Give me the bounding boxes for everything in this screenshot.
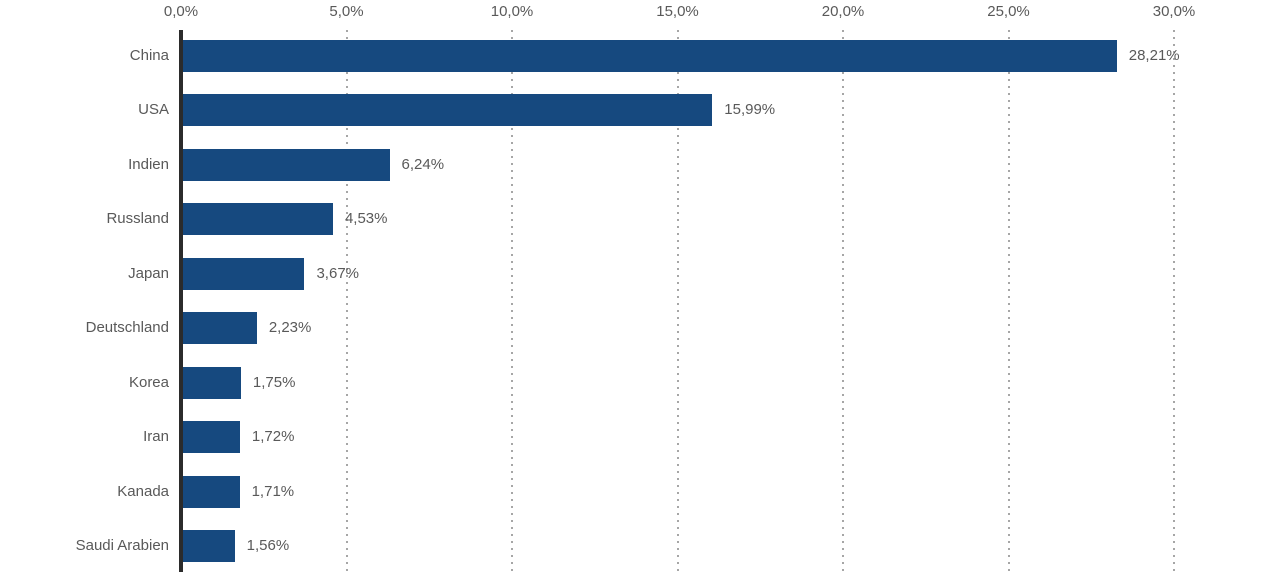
category-label: USA <box>138 101 169 119</box>
x-axis-tick-label: 30,0% <box>1152 3 1196 20</box>
category-label: Saudi Arabien <box>75 537 169 555</box>
x-axis-tick-label: 25,0% <box>987 3 1030 20</box>
category-label: Iran <box>143 428 169 446</box>
bar-value-label: 1,75% <box>252 373 296 391</box>
gridline <box>1007 30 1010 576</box>
category-label: Deutschland <box>85 319 169 337</box>
bar-value-label: 28,21% <box>1128 47 1180 64</box>
bar-value-label: 4,53% <box>344 210 388 228</box>
bar-value-label: 2,23% <box>268 319 312 337</box>
category-label: Japan <box>128 264 169 282</box>
bar-value-label: 6,24% <box>401 155 445 173</box>
bar <box>183 421 240 454</box>
bar <box>183 203 333 236</box>
category-label: China <box>129 47 169 64</box>
bar-value-label: 1,72% <box>251 428 295 446</box>
bar <box>183 312 257 345</box>
x-axis-tick-label: 10,0% <box>490 3 534 20</box>
bar <box>183 94 713 127</box>
bar-value-label: 15,99% <box>724 101 776 119</box>
category-label: Russland <box>106 210 169 228</box>
x-axis-tick-label: 0,0% <box>163 3 199 20</box>
bar-value-label: 1,71% <box>251 482 295 500</box>
gridline <box>842 30 844 576</box>
category-label: Indien <box>128 155 169 173</box>
bar <box>183 40 1117 72</box>
gridline <box>511 30 513 576</box>
bar <box>183 257 305 290</box>
bar-value-label: 1,56% <box>246 537 290 555</box>
category-label: Korea <box>128 373 169 391</box>
bar <box>183 530 235 563</box>
y-axis-line <box>179 30 183 572</box>
x-axis-tick-label: 15,0% <box>656 3 699 20</box>
gridline <box>345 30 348 576</box>
category-label: Kanada <box>117 482 169 500</box>
x-axis-tick-label: 5,0% <box>329 3 364 20</box>
bar-value-label: 3,67% <box>316 264 360 282</box>
gridline <box>1173 30 1175 576</box>
gridline <box>676 30 679 576</box>
bar <box>183 475 240 508</box>
x-axis-tick-label: 20,0% <box>821 3 865 20</box>
bar <box>183 148 390 181</box>
bar <box>183 366 241 399</box>
